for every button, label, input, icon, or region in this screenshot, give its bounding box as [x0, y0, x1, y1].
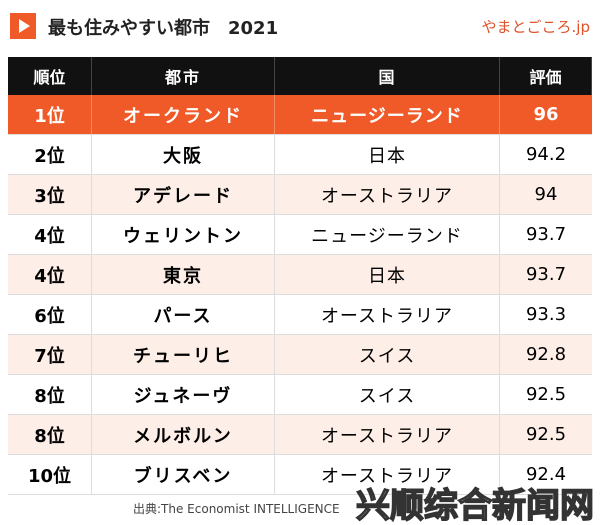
title: 最も住みやすい都市 2021: [48, 18, 279, 39]
play-icon: [10, 13, 36, 39]
top-bar: 最も住みやすい都市 2021 やまとごころ.jp: [0, 0, 600, 52]
cell: 10位: [8, 455, 92, 494]
ranking-table: 順位 都市国評価 1位 オークランド ニュージーランド 96 2位 大阪 日本 94.2 3位 アデレ…: [8, 57, 592, 495]
cell: オーストラリア: [275, 415, 500, 454]
cell: 94.2: [525, 144, 567, 165]
cell: 1位: [8, 95, 92, 134]
cell: ブリスベン: [92, 455, 275, 494]
cell: 96: [533, 104, 559, 125]
source: 出典:The Economist INTELLIGENCE: [133, 502, 340, 516]
cell: 93.7: [525, 224, 567, 245]
cell: 3位: [8, 175, 92, 214]
table-row: 7位 チューリヒ スイス 92.8: [8, 335, 592, 375]
table-row: 4位 ウェリントン ニュージーランド 93.7: [8, 215, 592, 255]
cell: 2位: [8, 135, 92, 174]
cell: ジュネーヴ: [92, 375, 275, 414]
cell: オーストラリア: [275, 455, 500, 494]
cell: 4位: [8, 255, 92, 294]
cell: ウェリントン: [92, 215, 275, 254]
cell: 8位: [8, 375, 92, 414]
cell: ニュージーランド: [275, 215, 500, 254]
cell: 日本: [275, 135, 500, 174]
table-row: 2位 大阪 日本 94.2: [8, 135, 592, 175]
cell: スイス: [275, 335, 500, 374]
cell: 92.4: [525, 464, 567, 485]
cell: 6位: [8, 295, 92, 334]
table-row: 4位 東京 日本 93.7: [8, 255, 592, 295]
cell: 94: [534, 184, 558, 205]
table-row: 1位 オークランド ニュージーランド 96: [8, 95, 592, 135]
table-row: 8位 ジュネーヴ スイス 92.5: [8, 375, 592, 415]
table-row: 3位 アデレード オーストラリア 94: [8, 175, 592, 215]
cell: オーストラリア: [275, 295, 500, 334]
cell: オーストラリア: [275, 175, 500, 214]
column-header: 評価: [500, 57, 592, 95]
cell: 東京: [92, 255, 275, 294]
cell: 92.8: [525, 344, 567, 365]
column-header: 都市: [92, 57, 275, 95]
cell: 93.7: [525, 264, 567, 285]
cell: ニュージーランド: [275, 95, 500, 134]
cell: 92.5: [525, 384, 567, 405]
table-row: 8位 メルボルン オーストラリア 92.5: [8, 415, 592, 455]
cell: パース: [92, 295, 275, 334]
cell: 4位: [8, 215, 92, 254]
cell: チューリヒ: [92, 335, 275, 374]
cell: 日本: [275, 255, 500, 294]
table-row: 6位 パース オーストラリア 93.3: [8, 295, 592, 335]
watermark: 兴顺综合新闻网: [355, 485, 595, 525]
cell: 大阪: [92, 135, 275, 174]
header-row: 順位 都市国評価: [8, 57, 592, 95]
cell: オークランド: [92, 95, 275, 134]
cell: 8位: [8, 415, 92, 454]
table-row: 10位 ブリスベン オーストラリア 92.4: [8, 455, 592, 495]
column-header: 国: [275, 57, 500, 95]
cell: 93.3: [525, 304, 567, 325]
column-header: 順位: [8, 57, 92, 95]
cell: メルボルン: [92, 415, 275, 454]
cell: スイス: [275, 375, 500, 414]
logo: やまとごころ.jp: [481, 18, 590, 36]
cell: 92.5: [525, 424, 567, 445]
cell: アデレード: [92, 175, 275, 214]
cell: 7位: [8, 335, 92, 374]
